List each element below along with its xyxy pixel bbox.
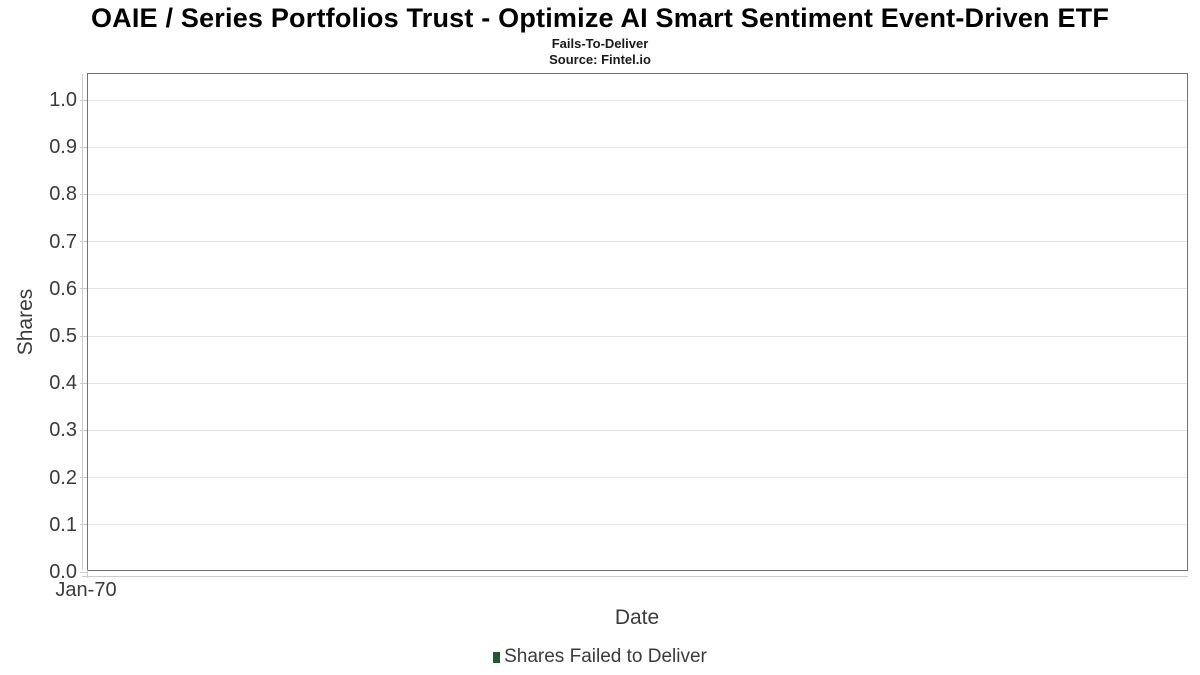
gridline <box>88 524 1187 526</box>
y-tick-label: 0.4 <box>49 372 77 395</box>
gridline <box>88 335 1187 337</box>
y-tick-mark <box>80 429 87 431</box>
gridline <box>88 146 1187 148</box>
y-tick-label: 0.6 <box>49 277 77 300</box>
gridline <box>88 382 1187 384</box>
chart-subtitle: Fails-To-Deliver <box>551 36 649 51</box>
legend-item-shares-failed-to-deliver[interactable]: Shares Failed to Deliver <box>504 646 707 667</box>
y-tick-mark <box>80 477 87 479</box>
y-tick-mark <box>80 99 87 101</box>
y-tick-label: 0.2 <box>49 466 77 489</box>
y-tick-label: 0.5 <box>49 325 77 347</box>
gridline <box>88 288 1187 290</box>
gridline <box>88 477 1187 479</box>
y-tick-mark <box>80 146 87 148</box>
gridline <box>88 241 1187 243</box>
y-tick-mark <box>80 241 87 243</box>
y-axis-line <box>82 74 83 570</box>
y-tick-mark <box>80 335 87 337</box>
y-tick-label: 0.7 <box>49 230 77 253</box>
x-tick-mark <box>87 570 88 578</box>
x-tick-label: Jan-70 <box>55 579 117 601</box>
x-axis-line <box>82 576 1188 577</box>
y-tick-mark <box>80 193 87 195</box>
legend: Shares Failed to Deliver <box>0 646 1200 668</box>
y-tick-mark <box>80 524 87 526</box>
y-tick-label: 0.1 <box>49 513 77 536</box>
y-tick-label: 0.3 <box>49 419 77 442</box>
gridline <box>88 193 1187 195</box>
y-tick-label: 0.0 <box>49 561 77 583</box>
y-tick-label: 0.8 <box>49 183 77 206</box>
gridline <box>88 99 1187 101</box>
chart-title: OAIE / Series Portfolios Trust - Optimiz… <box>90 3 1110 33</box>
y-tick-label: 1.0 <box>49 89 77 111</box>
x-axis-title: Date <box>614 606 660 629</box>
y-tick-mark <box>80 288 87 290</box>
gridline <box>88 429 1187 431</box>
plot-area: 0.0 0.1 0.2 0.3 0.4 0.5 0.6 0.7 0.8 0.9 1.0 <box>49 73 1188 583</box>
y-tick-mark <box>80 571 87 573</box>
y-tick-mark <box>80 382 87 384</box>
chart-source-credit: Source: Fintel.io <box>549 52 651 67</box>
y-tick-label: 0.9 <box>49 136 77 159</box>
legend-marker-icon <box>493 651 501 663</box>
